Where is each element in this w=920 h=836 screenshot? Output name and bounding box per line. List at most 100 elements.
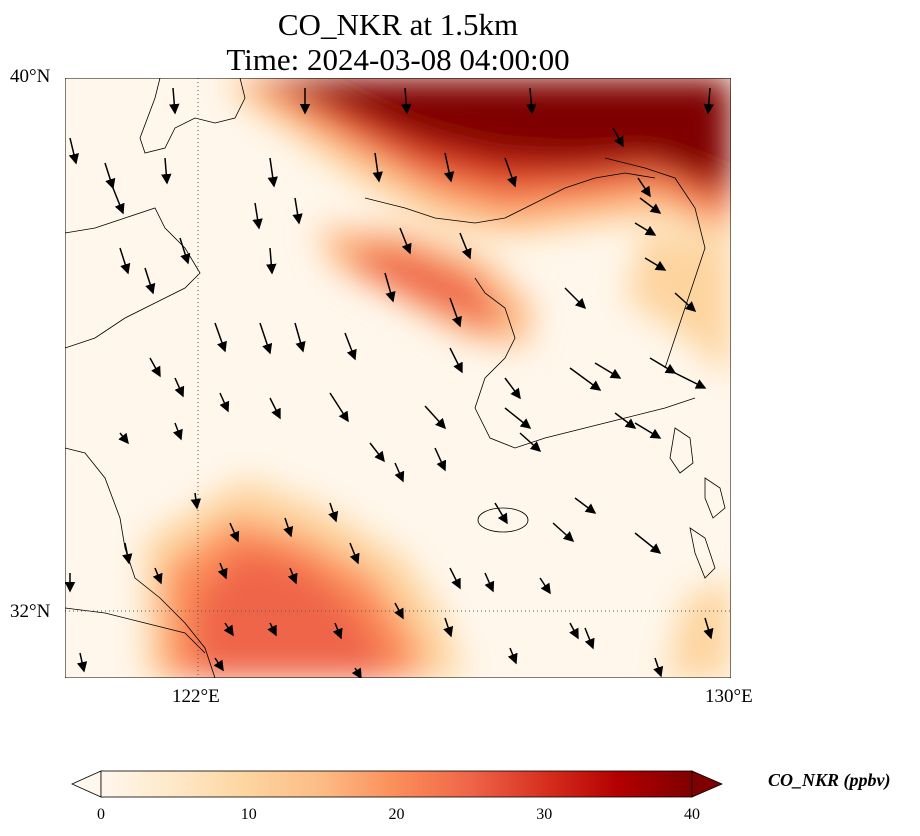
wind-vector-arrow: [612, 127, 624, 148]
wind-vector-arrow: [172, 422, 183, 441]
wind-vector-arrow: [104, 162, 116, 190]
wind-vector-arrow: [459, 232, 472, 260]
wind-vector-arrow: [217, 562, 228, 580]
wind-vector-arrow: [179, 237, 191, 265]
colorbar-extend-max: [691, 770, 724, 798]
wind-vector-arrow: [349, 542, 360, 565]
wind-vector-arrow: [174, 377, 185, 398]
wind-vector-arrow: [637, 177, 651, 198]
lon-tick-label: 122°E: [172, 686, 220, 707]
wind-vector-arrow: [639, 197, 662, 214]
wind-vector-arrow: [634, 222, 657, 236]
wind-vector-arrow: [369, 442, 385, 463]
wind-vector-arrow: [614, 412, 637, 429]
wind-vector-arrow: [169, 87, 180, 115]
map-plot: [65, 78, 731, 678]
wind-vector-arrow: [144, 267, 156, 295]
colorbar-extend-min: [71, 770, 102, 798]
wind-vector-arrow: [443, 617, 454, 638]
wind-vector-arrow: [574, 497, 597, 514]
wind-vector-arrow: [424, 405, 447, 430]
map-title: CO_NKR at 1.5km: [277, 7, 519, 42]
wind-vector-arrow: [112, 187, 125, 215]
wind-vector-arrow: [484, 572, 495, 593]
wind-vector-arrow: [292, 197, 303, 225]
wind-vector-arrow: [449, 297, 462, 328]
wind-vector-arrow: [569, 622, 579, 640]
wind-vectors: [65, 87, 714, 678]
colorbar: [71, 770, 724, 798]
wind-vector-arrow: [213, 657, 224, 672]
wind-vector-arrow: [649, 357, 677, 374]
wind-vector-arrow: [118, 432, 129, 445]
wind-vector-arrow: [634, 422, 662, 439]
wind-vector-arrow: [674, 292, 697, 313]
wind-vector-arrow: [190, 492, 202, 510]
colorbar-label: CO_NKR (ppbv): [768, 770, 891, 790]
wind-vector-arrow: [259, 322, 273, 355]
colorbar-tick-label: 20: [388, 806, 405, 823]
wind-vector-arrow: [267, 157, 278, 188]
wind-vector-arrow: [401, 87, 412, 115]
wind-vector-arrow: [394, 602, 404, 620]
wind-vector-arrow: [119, 247, 131, 275]
coastlines: [65, 78, 726, 678]
wind-vector-arrow: [569, 367, 602, 391]
wind-vector-arrow: [594, 362, 622, 379]
wind-vector-arrow: [68, 137, 80, 165]
wind-vector-arrow: [223, 622, 234, 637]
wind-vector-arrow: [519, 432, 542, 453]
wind-vector-arrow: [504, 407, 532, 429]
wind-vector-arrow: [526, 87, 537, 115]
wind-vector-arrow: [384, 272, 396, 303]
wind-vector-arrow: [252, 202, 263, 230]
wind-vector-arrow: [434, 447, 447, 472]
wind-vector-arrow: [644, 257, 667, 271]
lat-tick-label: 40°N: [10, 66, 51, 87]
wind-vector-arrow: [344, 332, 357, 361]
wind-vector-arrow: [634, 532, 662, 554]
wind-vector-arrow: [161, 157, 172, 185]
wind-vector-arrow: [399, 227, 412, 255]
wind-vector-arrow: [287, 567, 298, 585]
wind-vector-arrow: [494, 502, 508, 525]
colorbar-tick-label: 30: [536, 806, 553, 823]
wind-vector-arrow: [372, 152, 383, 183]
lat-tick-label: 32°N: [10, 601, 51, 622]
wind-vector-arrow: [504, 157, 517, 188]
wind-vector-arrow: [443, 152, 455, 183]
wind-vector-arrow: [269, 397, 281, 420]
wind-vector-arrow: [294, 322, 306, 353]
wind-vector-arrow: [351, 667, 362, 678]
wind-vector-arrow: [266, 247, 277, 275]
colorbar-tick-label: 0: [97, 806, 105, 823]
wind-vector-arrow: [539, 577, 551, 595]
wind-vector-arrow: [703, 617, 714, 640]
wind-vector-arrow: [703, 87, 714, 115]
wind-vector-arrow: [564, 287, 587, 310]
wind-vector-arrow: [328, 502, 339, 523]
wind-vector-arrow: [149, 357, 161, 378]
wind-vector-arrow: [584, 627, 595, 650]
lon-tick-label: 130°E: [705, 686, 753, 707]
wind-vector-arrow: [449, 567, 461, 590]
wind-vector-arrow: [122, 542, 133, 565]
wind-vector-arrow: [329, 392, 349, 423]
wind-vector-arrow: [507, 647, 518, 665]
map-subtitle-time: Time: 2024-03-08 04:00:00: [226, 42, 570, 77]
colorbar-tick-label: 10: [240, 806, 257, 823]
wind-vector-arrow: [267, 622, 277, 637]
wind-vector-arrow: [152, 567, 163, 585]
wind-vector-arrow: [214, 322, 227, 353]
wind-vector-arrow: [229, 522, 240, 543]
wind-vector-arrow: [674, 372, 707, 389]
wind-vector-arrow: [504, 377, 521, 400]
wind-vector-arrow: [283, 517, 294, 538]
wind-vector-arrow: [76, 652, 88, 673]
wind-vector-arrow: [394, 462, 405, 483]
wind-vector-arrow: [219, 392, 230, 413]
wind-vector-arrow: [653, 657, 664, 678]
colorbar-tick-label: 40: [684, 806, 700, 823]
wind-vector-arrow: [332, 622, 343, 640]
wind-vector-arrow: [449, 347, 463, 374]
